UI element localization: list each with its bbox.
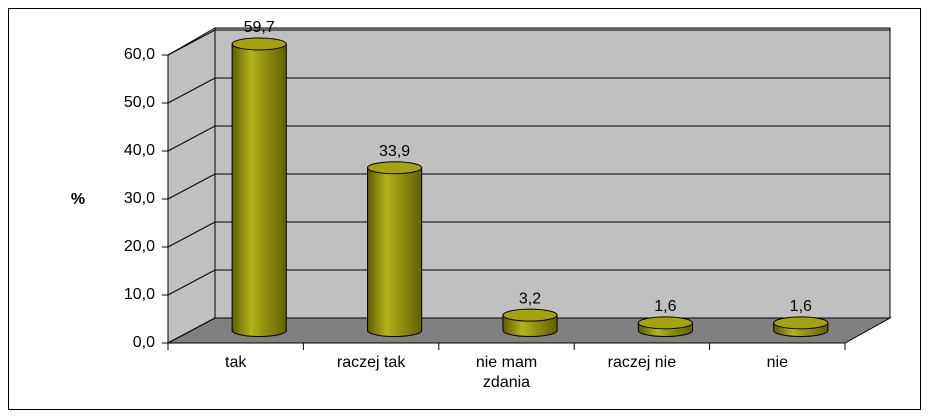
x-tick-label: nie bbox=[766, 354, 788, 371]
value-label: 1,6 bbox=[654, 298, 676, 315]
bar-top bbox=[773, 316, 829, 330]
bar bbox=[502, 308, 558, 337]
x-tick-label-box: tak bbox=[225, 354, 247, 371]
bar bbox=[231, 37, 287, 337]
value-label: 33,9 bbox=[379, 143, 410, 160]
y-axis-label: % bbox=[71, 191, 85, 208]
bar-top bbox=[367, 161, 423, 175]
bar-body bbox=[232, 43, 287, 331]
y-tick-label: 0,0 bbox=[133, 334, 155, 351]
y-tick-label: 20,0 bbox=[124, 238, 155, 255]
x-tick-label-box: nie mam zdania bbox=[475, 354, 538, 391]
bar bbox=[367, 161, 423, 337]
bar-body bbox=[367, 167, 422, 331]
x-tick-label-box: raczej tak bbox=[336, 354, 406, 371]
y-tick-label: 50,0 bbox=[124, 94, 155, 111]
x-tick-label: raczej nie bbox=[607, 354, 677, 371]
grid-line bbox=[167, 125, 890, 152]
grid-line bbox=[167, 173, 890, 200]
back-wall bbox=[214, 27, 891, 319]
value-label: 1,6 bbox=[790, 298, 812, 315]
x-tick-label-box: nie bbox=[766, 354, 788, 371]
y-tick-label: 30,0 bbox=[124, 190, 155, 207]
value-label: 3,2 bbox=[519, 290, 541, 307]
side-wall bbox=[167, 27, 216, 344]
y-tick-label: 10,0 bbox=[124, 286, 155, 303]
grid-line bbox=[167, 77, 890, 104]
x-tick-label: raczej tak bbox=[336, 354, 406, 371]
bar-top bbox=[502, 308, 558, 322]
x-tick-label: tak bbox=[225, 354, 247, 371]
bar bbox=[637, 316, 693, 337]
grid-line bbox=[167, 269, 890, 296]
y-tick-label: 60,0 bbox=[124, 46, 155, 63]
value-label: 59,7 bbox=[244, 19, 275, 36]
bar bbox=[773, 316, 829, 337]
y-tick-label: 40,0 bbox=[124, 142, 155, 159]
bar-top bbox=[637, 316, 693, 330]
grid-line bbox=[167, 29, 890, 56]
x-tick-label: nie mam zdania bbox=[475, 354, 538, 391]
bar-top bbox=[231, 37, 287, 51]
x-tick-label-box: raczej nie bbox=[607, 354, 677, 371]
grid-line bbox=[167, 221, 890, 248]
